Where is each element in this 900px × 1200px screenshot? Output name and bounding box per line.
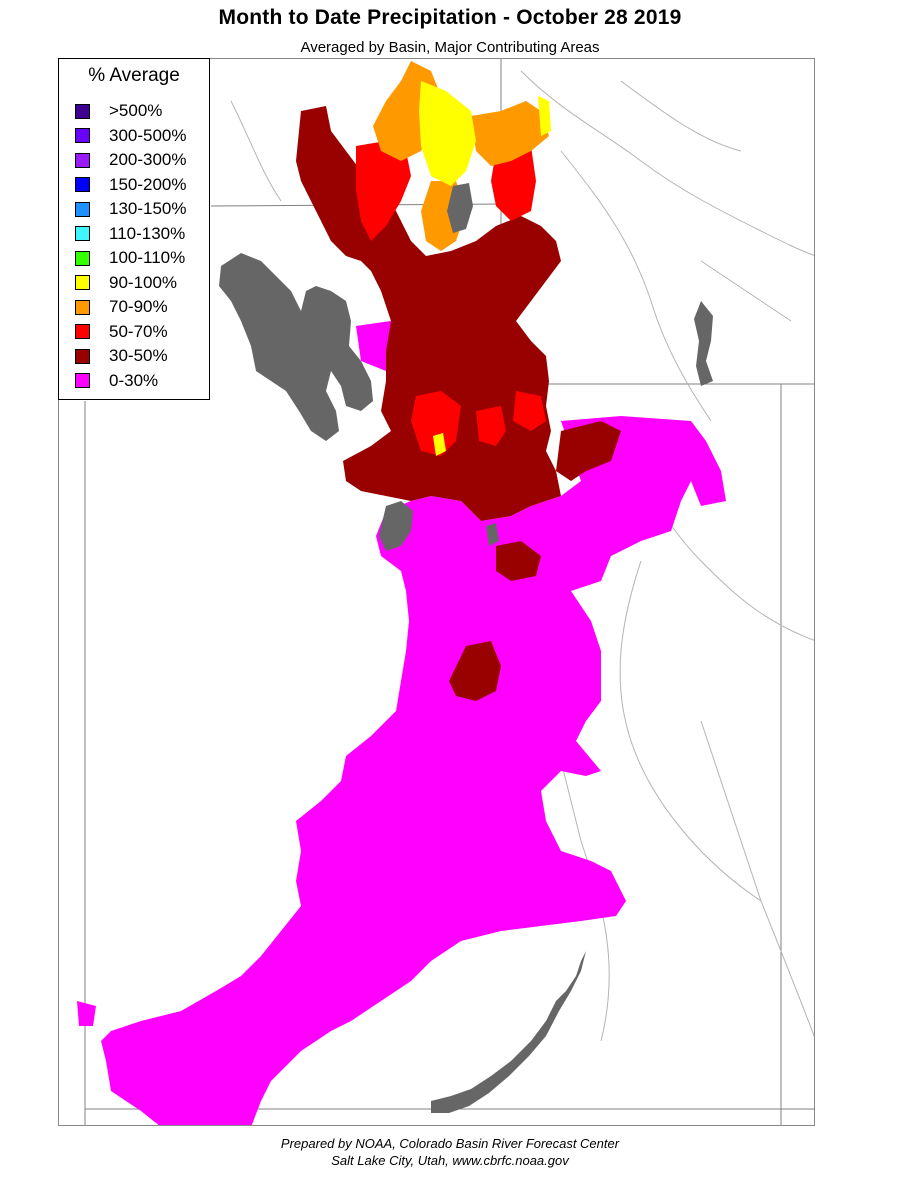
legend-swatch <box>75 275 90 291</box>
basin-polygon <box>419 81 476 186</box>
legend-item: 100-110% <box>75 246 187 271</box>
map-canvas <box>77 59 814 1125</box>
legend-swatch <box>75 348 90 364</box>
legend-label: 50-70% <box>109 321 168 341</box>
reservoir <box>486 523 499 546</box>
legend-label: 70-90% <box>109 297 168 317</box>
river-line <box>700 720 814 1038</box>
basin-polygon <box>449 641 501 701</box>
legend-label: 130-150% <box>109 199 187 219</box>
basin-polygon <box>491 146 536 221</box>
legend-item: 110-130% <box>75 222 187 247</box>
credit-line-2: Salt Lake City, Utah, www.cbrfc.noaa.gov <box>331 1153 569 1168</box>
legend-label: 300-500% <box>109 125 187 145</box>
legend-label: >500% <box>109 101 163 121</box>
basin-polygon <box>433 433 446 456</box>
basin-50-70 <box>356 141 546 456</box>
legend-item: 30-50% <box>75 344 187 369</box>
legend-label: 0-30% <box>109 370 159 390</box>
legend-item: 0-30% <box>75 369 187 394</box>
legend-item: 70-90% <box>75 295 187 320</box>
lakes <box>219 183 713 1113</box>
legend-item: 90-100% <box>75 271 187 296</box>
credit-line-1: Prepared by NOAA, Colorado Basin River F… <box>280 1136 620 1151</box>
basin-polygon <box>356 141 411 241</box>
legend-label: 90-100% <box>109 272 178 292</box>
legend-swatch <box>75 299 90 315</box>
legend-item: 130-150% <box>75 197 187 222</box>
river-line <box>700 260 792 322</box>
legend-label: 30-50% <box>109 346 168 366</box>
legend-item: >500% <box>75 99 187 124</box>
lake-powell <box>431 951 586 1113</box>
legend-label: 110-130% <box>109 223 186 243</box>
legend-swatch <box>75 128 90 144</box>
river-line <box>520 70 814 256</box>
river-line <box>619 560 762 902</box>
legend-swatch <box>75 201 90 217</box>
legend-item: 150-200% <box>75 173 187 198</box>
legend-item: 200-300% <box>75 148 187 173</box>
great-salt-lake <box>219 253 373 441</box>
map-title: Month to Date Precipitation - October 28… <box>218 6 682 29</box>
legend-item: 50-70% <box>75 320 187 345</box>
basin-polygon <box>513 391 546 431</box>
flaming-gorge <box>694 301 713 386</box>
river-line <box>560 150 712 422</box>
legend-label: 100-110% <box>109 248 186 268</box>
basin-polygon <box>476 406 506 446</box>
basin-polygon <box>538 96 551 136</box>
legend-item: 300-500% <box>75 124 187 149</box>
legend-swatch <box>75 152 90 168</box>
bear-lake <box>447 183 473 233</box>
basin-polygon <box>471 101 549 166</box>
legend-swatch <box>75 103 90 119</box>
basin-90-100 <box>419 81 551 456</box>
river-line <box>230 100 282 202</box>
utah-lake <box>379 501 413 551</box>
map-subtitle: Averaged by Basin, Major Contributing Ar… <box>300 39 600 56</box>
legend-swatch <box>75 373 90 389</box>
basin-polygon <box>496 541 541 581</box>
basin-polygon <box>101 416 726 1125</box>
legend-swatch <box>75 226 90 242</box>
precipitation-map <box>58 58 815 1126</box>
river-line <box>620 80 742 152</box>
legend-label: 200-300% <box>109 150 187 170</box>
legend-swatch <box>75 324 90 340</box>
basin-polygon <box>77 1001 96 1026</box>
basin-polygon <box>556 421 621 481</box>
legend: % Average >500% 300-500% 200-300% 150-200% 1… <box>58 58 210 400</box>
basin-polygon <box>411 391 461 456</box>
legend-title: % Average <box>88 65 180 86</box>
legend-swatch <box>75 177 90 193</box>
legend-swatch <box>75 250 90 266</box>
legend-label: 150-200% <box>109 174 187 194</box>
legend-items: >500% 300-500% 200-300% 150-200% 130-150% 110… <box>75 99 187 393</box>
